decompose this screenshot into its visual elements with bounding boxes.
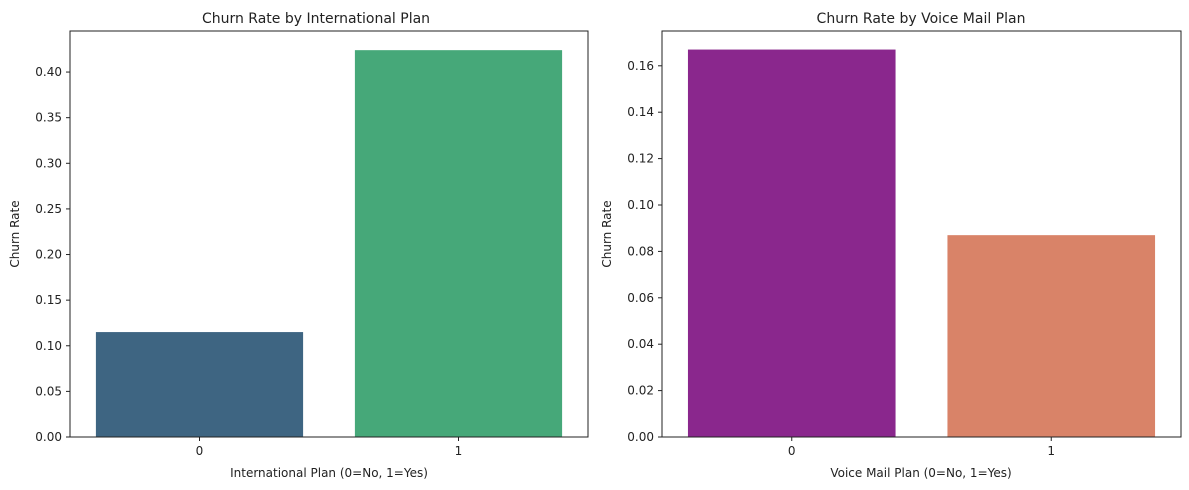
y-tick-label: 0.10	[627, 198, 654, 212]
y-tick-label: 0.12	[627, 152, 654, 166]
y-tick-label: 0.08	[627, 244, 654, 258]
x-axis-label: International Plan (0=No, 1=Yes)	[230, 466, 428, 480]
plot-frame	[661, 30, 1182, 438]
y-tick-label: 0.00	[35, 430, 62, 444]
bar-0	[687, 49, 896, 438]
y-tick-label: 0.40	[35, 65, 62, 79]
chart-international-plan: Churn Rate by International Plan 0.000.0…	[8, 11, 589, 480]
y-tick-label: 0.25	[35, 202, 62, 216]
bar-1	[354, 50, 563, 438]
plot-frame	[69, 30, 589, 438]
y-tick-label: 0.04	[627, 337, 654, 351]
y-tick-label: 0.15	[35, 293, 62, 307]
y-tick-label: 0.20	[35, 248, 62, 262]
y-axis-label: Churn Rate	[8, 200, 22, 267]
bars	[95, 50, 563, 438]
y-tick-label: 0.00	[627, 430, 654, 444]
chart-title: Churn Rate by Voice Mail Plan	[817, 11, 1026, 27]
y-ticks: 0.00 0.02 0.04 0.06 0.08 0.10 0.12 0.14 0.16	[627, 59, 662, 444]
x-tick-label: 0	[788, 444, 796, 458]
y-tick-label: 0.16	[627, 59, 654, 73]
bar-0	[95, 332, 304, 437]
y-tick-label: 0.14	[627, 105, 654, 119]
x-tick-label: 0	[196, 444, 204, 458]
y-ticks: 0.00 0.05 0.10 0.15 0.20 0.25 0.30 0.35 0.40	[35, 65, 70, 444]
chart-title: Churn Rate by International Plan	[202, 11, 430, 27]
y-tick-label: 0.10	[35, 339, 62, 353]
bar-1	[947, 235, 1156, 437]
y-tick-label: 0.06	[627, 291, 654, 305]
bars	[687, 49, 1156, 438]
x-tick-label: 1	[455, 444, 463, 458]
y-tick-label: 0.05	[35, 384, 62, 398]
x-tick-label: 1	[1047, 444, 1055, 458]
y-tick-label: 0.30	[35, 156, 62, 170]
y-tick-label: 0.02	[627, 384, 654, 398]
chart-voice-mail-plan: Churn Rate by Voice Mail Plan 0.000.020.…	[600, 11, 1182, 480]
y-tick-label: 0.35	[35, 111, 62, 125]
y-axis-label: Churn Rate	[600, 200, 614, 267]
x-axis-label: Voice Mail Plan (0=No, 1=Yes)	[830, 466, 1011, 480]
